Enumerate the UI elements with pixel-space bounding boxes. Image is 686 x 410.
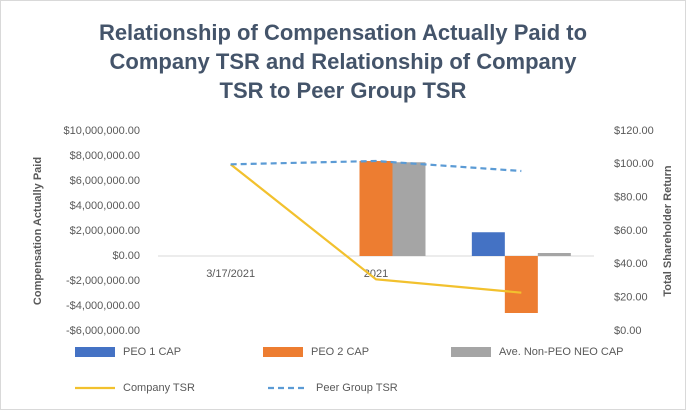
legend-label: PEO 1 CAP	[123, 346, 181, 358]
y2-tick-label: $120.00	[614, 125, 654, 137]
y-tick-label: $10,000,000.00	[64, 125, 140, 137]
legend-label: Company TSR	[123, 382, 195, 394]
bar	[359, 161, 393, 256]
y-tick-label: -$2,000,000.00	[66, 275, 140, 287]
bar	[471, 232, 505, 256]
legend-swatch	[263, 347, 303, 357]
legend-swatch	[75, 347, 115, 357]
y-tick-label: $2,000,000.00	[70, 225, 140, 237]
bar	[504, 256, 538, 313]
y-tick-label: -$6,000,000.00	[66, 325, 140, 337]
y2-axis-title: Total Shareholder Return	[662, 165, 674, 296]
legend-label: Ave. Non-PEO NEO CAP	[499, 346, 624, 358]
legend-label: Peer Group TSR	[316, 382, 398, 394]
legend-label: PEO 2 CAP	[311, 346, 369, 358]
line	[230, 159, 522, 173]
y-tick-label: $8,000,000.00	[70, 150, 140, 162]
bar	[392, 162, 426, 256]
y-tick-label: $4,000,000.00	[70, 200, 140, 212]
y-tick-label: -$4,000,000.00	[66, 300, 140, 312]
legend-swatch	[451, 347, 491, 357]
x-tick-label: 3/17/2021	[206, 268, 255, 280]
y-tick-label: $0.00	[112, 250, 140, 262]
y2-tick-label: $20.00	[614, 292, 648, 304]
chart-title: Relationship of Compensation Actually Pa…	[98, 20, 588, 103]
y2-tick-label: $40.00	[614, 258, 648, 270]
line	[229, 163, 522, 294]
x-tick-label: 2021	[364, 268, 388, 280]
y2-tick-label: $80.00	[614, 192, 648, 204]
y2-tick-label: $0.00	[614, 325, 642, 337]
y2-tick-label: $100.00	[614, 158, 654, 170]
y-tick-label: $6,000,000.00	[70, 175, 140, 187]
bar	[537, 253, 571, 256]
y2-tick-label: $60.00	[614, 225, 648, 237]
y-axis-title: Compensation Actually Paid	[32, 157, 44, 305]
